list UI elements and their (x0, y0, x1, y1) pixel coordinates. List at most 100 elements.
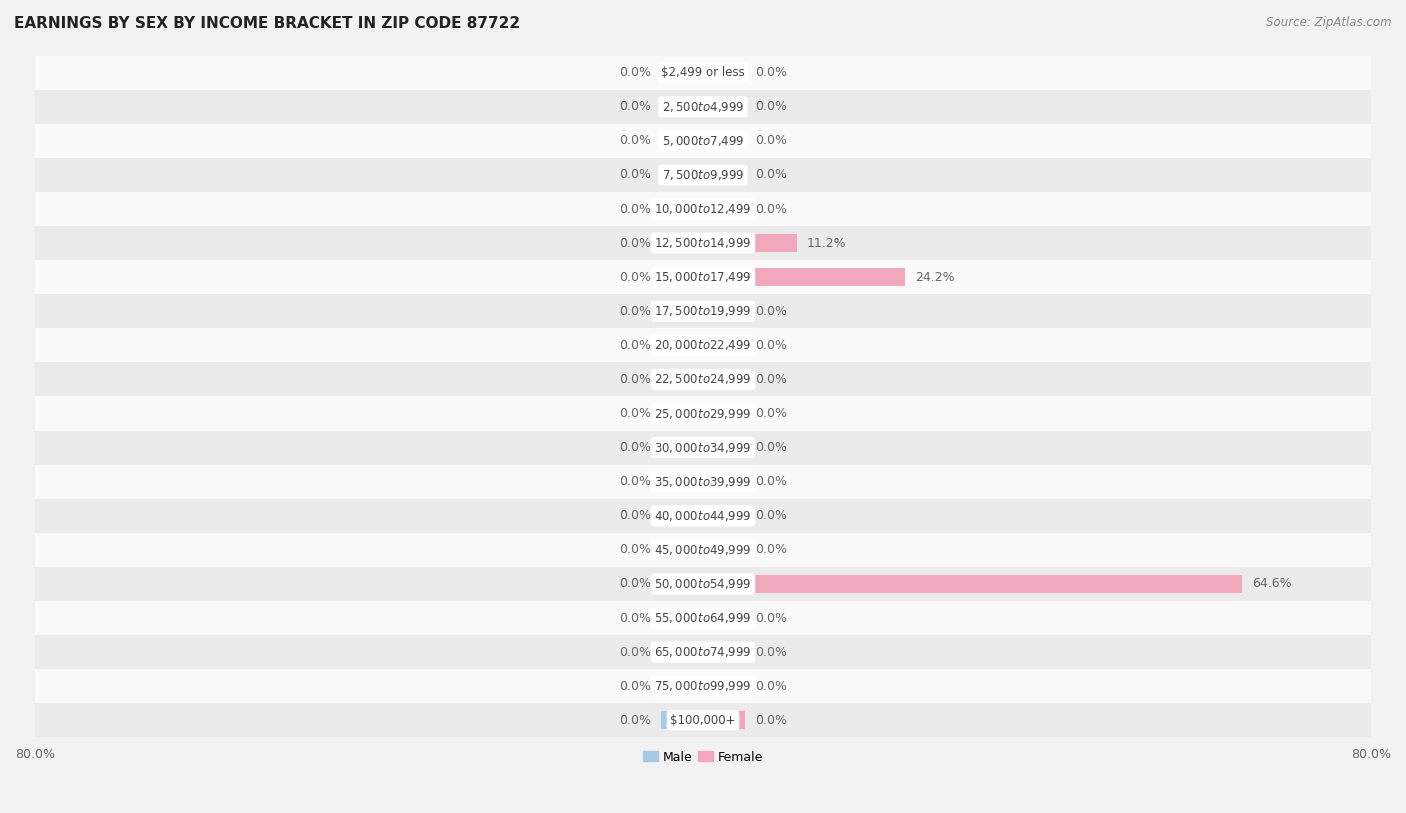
Text: 0.0%: 0.0% (755, 100, 787, 113)
Bar (661, 643, 703, 661)
Text: $40,000 to $44,999: $40,000 to $44,999 (654, 509, 752, 523)
Bar (703, 200, 745, 218)
Bar (661, 405, 703, 423)
Text: $45,000 to $49,999: $45,000 to $49,999 (654, 543, 752, 557)
Text: 0.0%: 0.0% (755, 168, 787, 181)
Bar (703, 371, 745, 389)
Text: $35,000 to $39,999: $35,000 to $39,999 (654, 475, 752, 489)
Text: $50,000 to $54,999: $50,000 to $54,999 (654, 577, 752, 591)
Text: 0.0%: 0.0% (755, 680, 787, 693)
Bar (661, 268, 703, 286)
Bar (35, 703, 1371, 737)
Text: 0.0%: 0.0% (755, 543, 787, 556)
Text: 0.0%: 0.0% (619, 441, 651, 454)
Text: $65,000 to $74,999: $65,000 to $74,999 (654, 645, 752, 659)
Text: 0.0%: 0.0% (619, 305, 651, 318)
Bar (703, 643, 745, 661)
Text: 0.0%: 0.0% (619, 407, 651, 420)
Text: $2,499 or less: $2,499 or less (661, 66, 745, 79)
Bar (703, 98, 745, 115)
Text: 0.0%: 0.0% (755, 373, 787, 386)
Text: 0.0%: 0.0% (755, 509, 787, 522)
Text: 0.0%: 0.0% (755, 305, 787, 318)
Text: 0.0%: 0.0% (755, 202, 787, 215)
Bar (35, 567, 1371, 601)
Text: 0.0%: 0.0% (619, 237, 651, 250)
Text: 0.0%: 0.0% (619, 373, 651, 386)
Text: $2,500 to $4,999: $2,500 to $4,999 (662, 100, 744, 114)
Text: 0.0%: 0.0% (619, 577, 651, 590)
Bar (661, 473, 703, 490)
Text: $20,000 to $22,499: $20,000 to $22,499 (654, 338, 752, 352)
Text: 0.0%: 0.0% (755, 66, 787, 79)
Bar (35, 328, 1371, 363)
Text: $25,000 to $29,999: $25,000 to $29,999 (654, 406, 752, 420)
Bar (703, 405, 745, 423)
Bar (703, 575, 1243, 593)
Text: $15,000 to $17,499: $15,000 to $17,499 (654, 270, 752, 285)
Bar (35, 89, 1371, 124)
Bar (703, 711, 745, 729)
Text: 0.0%: 0.0% (619, 339, 651, 352)
Bar (35, 158, 1371, 192)
Bar (703, 268, 905, 286)
Bar (35, 397, 1371, 431)
Text: 11.2%: 11.2% (807, 237, 846, 250)
Text: 0.0%: 0.0% (755, 134, 787, 147)
Text: 0.0%: 0.0% (619, 543, 651, 556)
Text: 0.0%: 0.0% (755, 339, 787, 352)
Text: 0.0%: 0.0% (619, 271, 651, 284)
Bar (35, 635, 1371, 669)
Text: 0.0%: 0.0% (755, 646, 787, 659)
Bar (35, 226, 1371, 260)
Bar (661, 98, 703, 115)
Text: 0.0%: 0.0% (755, 611, 787, 624)
Text: 0.0%: 0.0% (755, 441, 787, 454)
Bar (703, 64, 745, 81)
Bar (661, 132, 703, 150)
Legend: Male, Female: Male, Female (638, 746, 768, 768)
Bar (703, 473, 745, 490)
Bar (35, 55, 1371, 89)
Text: 0.0%: 0.0% (619, 134, 651, 147)
Text: $7,500 to $9,999: $7,500 to $9,999 (662, 168, 744, 182)
Bar (661, 541, 703, 559)
Bar (661, 166, 703, 184)
Text: $12,500 to $14,999: $12,500 to $14,999 (654, 236, 752, 250)
Text: 0.0%: 0.0% (619, 66, 651, 79)
Bar (35, 124, 1371, 158)
Bar (703, 166, 745, 184)
Bar (703, 302, 745, 320)
Bar (661, 439, 703, 456)
Bar (661, 711, 703, 729)
Text: 64.6%: 64.6% (1253, 577, 1292, 590)
Bar (35, 465, 1371, 498)
Bar (703, 439, 745, 456)
Bar (35, 669, 1371, 703)
Text: 0.0%: 0.0% (619, 168, 651, 181)
Bar (703, 609, 745, 627)
Bar (35, 294, 1371, 328)
Text: $10,000 to $12,499: $10,000 to $12,499 (654, 202, 752, 216)
Text: 0.0%: 0.0% (619, 100, 651, 113)
Bar (35, 363, 1371, 397)
Text: 0.0%: 0.0% (755, 714, 787, 727)
Bar (661, 609, 703, 627)
Text: $17,500 to $19,999: $17,500 to $19,999 (654, 304, 752, 318)
Text: $30,000 to $34,999: $30,000 to $34,999 (654, 441, 752, 454)
Text: $55,000 to $64,999: $55,000 to $64,999 (654, 611, 752, 625)
Bar (35, 260, 1371, 294)
Text: $22,500 to $24,999: $22,500 to $24,999 (654, 372, 752, 386)
Text: Source: ZipAtlas.com: Source: ZipAtlas.com (1267, 16, 1392, 29)
Bar (703, 234, 797, 252)
Text: 0.0%: 0.0% (755, 475, 787, 488)
Text: $5,000 to $7,499: $5,000 to $7,499 (662, 134, 744, 148)
Text: 0.0%: 0.0% (755, 407, 787, 420)
Bar (661, 337, 703, 354)
Bar (35, 192, 1371, 226)
Text: 0.0%: 0.0% (619, 714, 651, 727)
Text: 0.0%: 0.0% (619, 611, 651, 624)
Bar (661, 302, 703, 320)
Text: $75,000 to $99,999: $75,000 to $99,999 (654, 679, 752, 693)
Text: 0.0%: 0.0% (619, 680, 651, 693)
